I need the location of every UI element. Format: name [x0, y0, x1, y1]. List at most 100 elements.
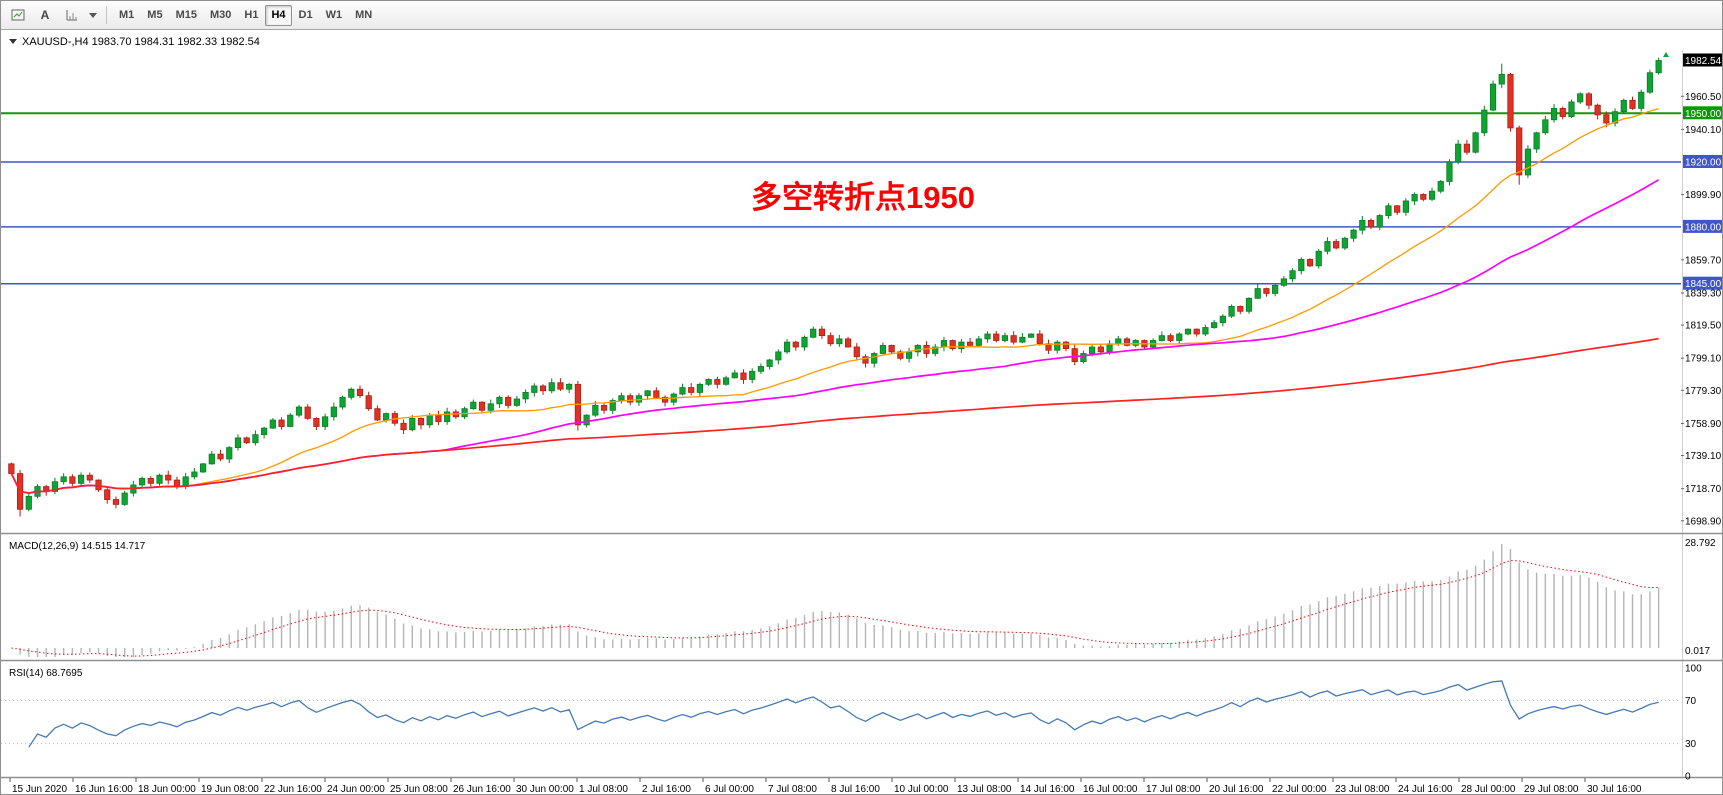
timeframe-m15[interactable]: M15 — [170, 5, 203, 26]
chart-layers: 1960.50 1940.10 1899.90 1859.70 1839.30 1819.… — [1, 50, 1722, 795]
candle — [958, 341, 965, 350]
candle — [400, 422, 407, 431]
candle — [1341, 237, 1348, 249]
candle — [592, 405, 599, 416]
price-tag — [1683, 154, 1722, 168]
rsi-axis-label: 70 — [1685, 696, 1697, 707]
time-axis-label: 16 Jun 16:00 — [75, 784, 133, 795]
timeframe-h4[interactable]: H4 — [265, 4, 292, 26]
candle — [1106, 343, 1113, 353]
time-axis-label: 24 Jul 16:00 — [1398, 784, 1453, 795]
macd-axis-min: 0.017 — [1685, 646, 1710, 657]
candle — [661, 396, 669, 403]
candle — [348, 388, 355, 398]
candle — [1028, 333, 1035, 338]
candle — [278, 419, 285, 427]
candle — [1481, 109, 1488, 134]
candle — [51, 481, 59, 492]
candle — [1437, 181, 1444, 192]
chart-canvas[interactable]: 1960.50 1940.10 1899.90 1859.70 1839.30 1819.… — [1, 30, 1723, 795]
price-axis-label: 1859.70 — [1685, 255, 1722, 266]
timeframe-m1[interactable]: M1 — [113, 5, 140, 26]
candle — [888, 344, 895, 353]
candle — [1211, 322, 1218, 328]
candle — [1402, 200, 1409, 213]
candle — [208, 453, 215, 465]
candle — [1036, 333, 1043, 345]
candle — [121, 492, 128, 505]
price-axis-label: 1758.90 — [1685, 419, 1722, 430]
candle — [461, 408, 468, 418]
time-axis-label: 20 Jul 16:00 — [1209, 784, 1264, 795]
candle — [191, 471, 198, 478]
candle — [1428, 190, 1436, 200]
timeframe-w1[interactable]: W1 — [320, 5, 349, 26]
candle — [243, 437, 250, 444]
candle — [217, 453, 224, 460]
candle — [679, 387, 686, 395]
candle — [1359, 220, 1366, 231]
chart-shift-button[interactable] — [59, 4, 85, 26]
candle — [1193, 328, 1200, 335]
objects-dropdown-button[interactable] — [86, 4, 100, 26]
time-axis-label: 22 Jul 00:00 — [1272, 784, 1327, 795]
candle — [1594, 104, 1601, 116]
time-axis-label: 30 Jun 00:00 — [516, 784, 574, 795]
candle — [444, 411, 451, 423]
timeframe-mn[interactable]: MN — [349, 5, 378, 26]
candle — [261, 427, 268, 436]
timeframe-m30[interactable]: M30 — [204, 5, 237, 26]
rsi-layer — [1, 680, 1681, 748]
candle — [522, 392, 529, 400]
time-axis-label: 2 Jul 16:00 — [642, 784, 691, 795]
text-label-tool-button[interactable]: A — [32, 4, 58, 26]
price-axis-label: 1779.30 — [1685, 386, 1722, 397]
candle — [879, 344, 887, 354]
candle — [1533, 132, 1540, 150]
candle — [417, 417, 425, 426]
candle — [1132, 340, 1139, 346]
candle — [1333, 241, 1340, 249]
price-axis-label: 1799.10 — [1685, 354, 1722, 365]
candle — [1559, 108, 1566, 117]
timeframe-m5[interactable]: M5 — [141, 5, 168, 26]
candle — [627, 395, 634, 403]
candle — [1611, 111, 1619, 124]
candle — [1219, 315, 1226, 324]
timeframe-d1[interactable]: D1 — [293, 5, 319, 26]
candle — [25, 495, 32, 510]
candle — [1620, 99, 1627, 113]
annotation-text[interactable]: 多空转折点1950 — [751, 180, 975, 215]
candle — [557, 382, 564, 390]
candle — [583, 414, 590, 426]
candle — [1272, 284, 1279, 294]
time-axis-label: 28 Jul 00:00 — [1461, 784, 1516, 795]
price-axis-label: 1819.50 — [1685, 321, 1722, 332]
toolbar: A M1 M5 M15 M30 H1 H4 D1 W1 MN — [1, 1, 1722, 30]
rsi-axis-label: 100 — [1685, 664, 1702, 675]
price-axis-label: 1899.90 — [1685, 190, 1722, 201]
candle — [147, 478, 154, 484]
candle — [897, 351, 904, 359]
candle — [705, 379, 712, 385]
candle — [1254, 288, 1261, 299]
chart-marker-icon — [9, 39, 17, 44]
candle — [513, 398, 520, 406]
candle — [940, 340, 948, 348]
candle — [696, 383, 704, 393]
chart-window-icon[interactable] — [5, 4, 31, 26]
candle — [1324, 241, 1331, 252]
chevron-down-icon — [89, 12, 97, 18]
candle — [8, 463, 15, 474]
time-axis-label: 29 Jul 08:00 — [1524, 784, 1579, 795]
price-tag — [1683, 53, 1722, 67]
timeframe-h1[interactable]: H1 — [238, 5, 264, 26]
candle — [1263, 288, 1270, 294]
candle — [339, 396, 346, 408]
candle — [1306, 258, 1314, 267]
candle — [1001, 335, 1009, 341]
candle — [322, 416, 329, 427]
candles-layer — [8, 57, 1662, 517]
latest-price-arrow — [1663, 52, 1669, 57]
